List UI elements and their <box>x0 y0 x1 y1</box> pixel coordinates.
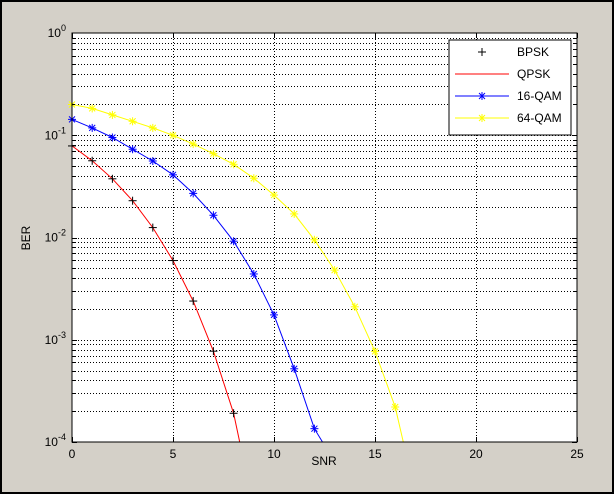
legend-label: QPSK <box>517 67 550 81</box>
y-tick-base: 10 <box>45 231 59 245</box>
data-point-64-qam <box>391 402 400 411</box>
data-point-64-qam <box>148 123 157 132</box>
legend-label: 16-QAM <box>517 89 562 103</box>
y-tick-label: 10-4 <box>45 432 66 449</box>
data-point-64-qam <box>108 110 117 119</box>
data-point-16-qam <box>148 156 157 165</box>
plot-border <box>71 32 578 443</box>
data-point-bpsk <box>169 256 177 265</box>
data-point-16-qam <box>88 123 97 132</box>
data-point-bpsk <box>229 409 238 418</box>
y-tick-exponent: -2 <box>58 228 66 238</box>
legend-item-64-qam: 64-QAM <box>455 111 562 125</box>
data-point-bpsk <box>189 297 198 306</box>
series-line-16-qam <box>71 118 323 443</box>
y-tick-base: 10 <box>45 435 59 449</box>
data-point-64-qam <box>229 160 238 169</box>
x-tick-label: 15 <box>368 447 382 461</box>
data-point-bpsk <box>128 196 137 205</box>
data-point-16-qam <box>229 237 238 246</box>
data-point-bpsk <box>108 174 117 183</box>
y-tick-base: 10 <box>48 26 62 40</box>
data-point-16-qam <box>108 133 117 142</box>
x-tick-label: 5 <box>170 447 177 461</box>
legend-marker <box>478 114 486 122</box>
y-tick-label: 10-2 <box>45 228 66 245</box>
data-point-64-qam <box>290 209 299 218</box>
y-tick-label: 10-3 <box>45 330 66 347</box>
data-point-bpsk <box>148 223 157 232</box>
data-point-64-qam <box>350 302 359 311</box>
data-point-16-qam <box>128 145 137 154</box>
legend-box <box>448 39 572 136</box>
x-axis-label: SNR <box>311 454 337 468</box>
series-layer <box>68 100 404 443</box>
data-point-16-qam <box>270 310 278 319</box>
y-tick-base: 10 <box>45 333 59 347</box>
legend-item-bpsk: BPSK <box>478 45 549 59</box>
data-point-64-qam <box>330 266 339 275</box>
x-tick-label: 10 <box>267 447 281 461</box>
series-qpsk <box>71 145 241 443</box>
legend-marker <box>478 92 486 100</box>
data-point-bpsk <box>209 347 218 356</box>
data-point-64-qam <box>88 104 97 113</box>
data-point-64-qam <box>310 235 319 244</box>
data-point-16-qam <box>189 189 198 198</box>
y-tick-exponent: 0 <box>61 23 66 33</box>
y-tick-exponent: -3 <box>58 330 66 340</box>
grid <box>72 33 577 442</box>
series-line-64-qam <box>71 104 404 443</box>
legend-label: BPSK <box>517 45 549 59</box>
data-point-64-qam <box>169 131 177 140</box>
data-point-bpsk <box>88 156 97 165</box>
data-point-16-qam <box>310 424 319 433</box>
data-point-64-qam <box>209 149 218 158</box>
legend: BPSK QPSK 16-QAM 64-QAM <box>448 39 572 136</box>
legend-item-16-qam: 16-QAM <box>455 89 562 103</box>
y-tick-label: 10-1 <box>45 125 66 142</box>
data-point-64-qam <box>270 191 278 200</box>
y-axis-label: BER <box>19 225 33 250</box>
data-point-16-qam <box>169 170 177 179</box>
axis-ticks <box>72 33 578 443</box>
data-point-64-qam <box>371 347 379 356</box>
data-point-64-qam <box>189 140 198 149</box>
x-tick-label: 20 <box>469 447 483 461</box>
legend-item-qpsk: QPSK <box>455 67 550 81</box>
legend-marker <box>478 48 486 56</box>
data-point-16-qam <box>209 211 218 220</box>
series-line-qpsk <box>71 145 241 443</box>
data-point-16-qam <box>249 269 258 278</box>
data-point-16-qam <box>290 364 299 373</box>
data-point-64-qam <box>249 174 258 183</box>
y-tick-base: 10 <box>45 128 59 142</box>
data-point-64-qam <box>128 117 137 126</box>
series-64-qam <box>68 100 404 443</box>
x-tick-label: 0 <box>69 447 76 461</box>
y-tick-label: 100 <box>48 23 66 40</box>
y-tick-exponent: -4 <box>58 432 66 442</box>
x-tick-label: 25 <box>570 447 584 461</box>
y-tick-exponent: -1 <box>58 125 66 135</box>
legend-label: 64-QAM <box>517 111 562 125</box>
